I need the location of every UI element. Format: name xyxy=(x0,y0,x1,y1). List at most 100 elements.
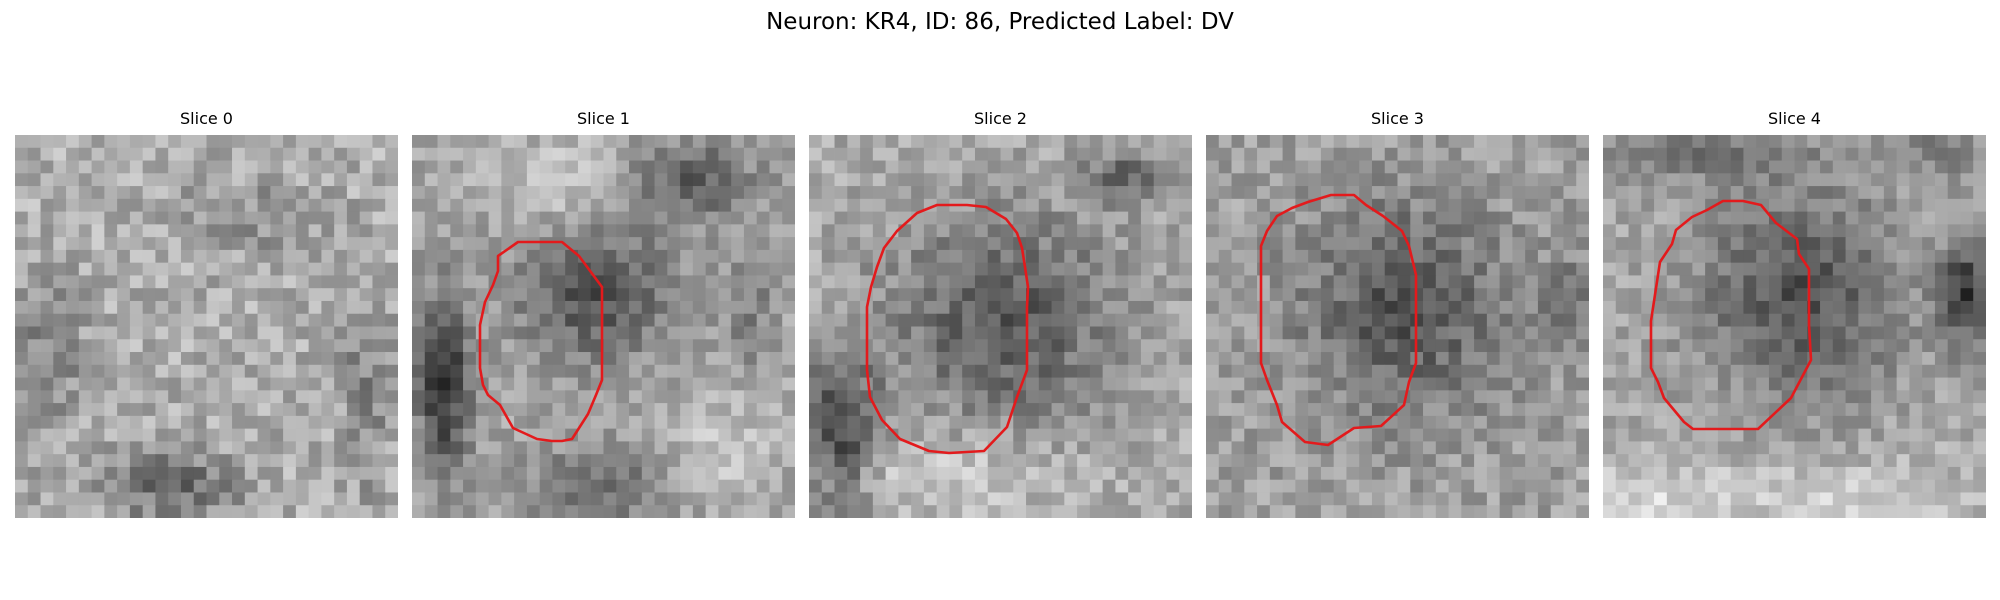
pixel xyxy=(1308,339,1322,353)
pixel xyxy=(539,505,553,518)
pixel xyxy=(1153,186,1167,200)
pixel xyxy=(834,224,848,238)
pixel xyxy=(1973,390,1986,404)
pixel xyxy=(1603,300,1617,315)
pixel xyxy=(1973,428,1986,442)
pixel xyxy=(1730,441,1744,455)
pixel xyxy=(526,275,541,289)
pixel xyxy=(244,390,258,404)
pixel xyxy=(1140,339,1155,353)
pixel xyxy=(1845,377,1859,391)
pixel xyxy=(232,441,246,455)
pixel xyxy=(1346,326,1360,340)
pixel xyxy=(372,377,386,391)
pixel xyxy=(1973,249,1986,264)
pixel xyxy=(219,377,233,391)
pixel xyxy=(847,428,861,442)
pixel xyxy=(1179,147,1192,161)
pixel xyxy=(616,262,630,276)
pixel xyxy=(1371,428,1386,442)
pixel xyxy=(514,275,528,289)
pixel xyxy=(117,364,131,378)
pixel xyxy=(590,224,604,238)
pixel xyxy=(1499,454,1513,468)
pixel xyxy=(1883,147,1898,161)
pixel xyxy=(1922,300,1936,315)
pixel xyxy=(962,403,976,417)
pixel xyxy=(692,262,707,276)
pixel xyxy=(809,249,823,264)
pixel xyxy=(1820,364,1834,378)
pixel xyxy=(1384,466,1398,481)
pixel xyxy=(1934,198,1949,212)
pixel xyxy=(936,492,950,506)
pixel xyxy=(334,492,348,506)
pixel xyxy=(1064,390,1078,404)
pixel xyxy=(142,224,156,238)
pixel xyxy=(1641,377,1655,391)
pixel xyxy=(129,479,144,493)
pixel xyxy=(923,326,938,340)
pixel xyxy=(974,364,989,378)
pixel xyxy=(1768,186,1783,200)
pixel xyxy=(321,135,335,149)
pixel xyxy=(565,237,579,251)
pixel xyxy=(463,198,477,212)
pixel xyxy=(629,377,643,391)
pixel xyxy=(295,454,310,468)
pixel xyxy=(450,211,464,225)
pixel xyxy=(1820,275,1834,289)
pixel xyxy=(104,300,118,315)
pixel xyxy=(1038,147,1052,161)
pixel xyxy=(359,364,373,378)
pixel xyxy=(1730,466,1744,481)
pixel xyxy=(1295,326,1309,340)
pixel xyxy=(1000,288,1014,302)
pixel xyxy=(641,352,655,366)
pixel xyxy=(78,339,92,353)
pixel xyxy=(705,492,719,506)
pixel xyxy=(321,454,335,468)
pixel xyxy=(514,492,528,506)
pixel xyxy=(1537,160,1552,174)
pixel xyxy=(1308,492,1322,506)
pixel xyxy=(1512,249,1526,264)
pixel xyxy=(1269,186,1283,200)
pixel xyxy=(539,339,553,353)
pixel xyxy=(911,186,925,200)
pixel xyxy=(168,352,182,366)
pixel xyxy=(1346,262,1360,276)
pixel xyxy=(1705,326,1719,340)
pixel xyxy=(15,288,29,302)
pixel xyxy=(385,377,398,391)
pixel xyxy=(91,249,105,264)
pixel xyxy=(1794,415,1808,430)
pixel xyxy=(1089,364,1104,378)
pixel xyxy=(295,300,310,315)
pixel xyxy=(1603,479,1617,493)
pixel xyxy=(412,326,426,340)
pixel xyxy=(1435,505,1449,518)
pixel xyxy=(1231,237,1245,251)
pixel xyxy=(129,352,144,366)
pixel xyxy=(219,505,233,518)
pixel xyxy=(346,237,361,251)
pixel xyxy=(1371,492,1386,506)
pixel xyxy=(346,454,361,468)
pixel xyxy=(1692,135,1706,149)
pixel xyxy=(359,237,373,251)
pixel xyxy=(321,364,335,378)
pixel xyxy=(1909,198,1923,212)
pixel xyxy=(847,364,861,378)
pixel xyxy=(705,339,719,353)
pixel xyxy=(1206,403,1220,417)
pixel xyxy=(1397,300,1411,315)
pixel xyxy=(1922,479,1936,493)
pixel xyxy=(385,224,398,238)
pixel xyxy=(1871,364,1885,378)
pixel xyxy=(629,313,643,327)
pixel xyxy=(27,135,41,149)
pixel xyxy=(565,339,579,353)
pixel xyxy=(1692,186,1706,200)
pixel xyxy=(257,224,271,238)
